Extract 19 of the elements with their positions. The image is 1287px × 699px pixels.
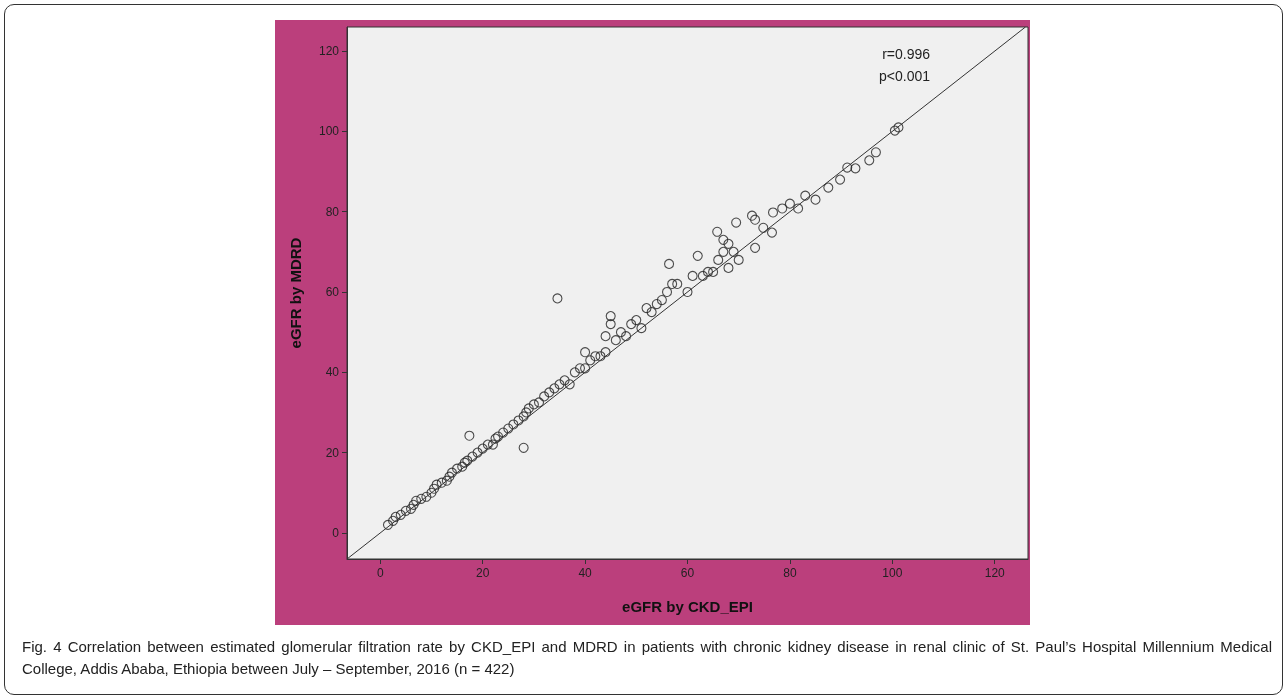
y-tick-label: 80 <box>325 204 340 219</box>
y-tick-label: 120 <box>318 44 340 59</box>
y-tick-label: 40 <box>325 365 340 380</box>
x-tick-label: 60 <box>680 566 695 580</box>
y-axis-title: eGFR by MDRD <box>287 237 304 349</box>
annotation: r=0.996 <box>882 46 931 62</box>
x-tick-label: 120 <box>984 566 1006 580</box>
x-tick-label: 100 <box>882 566 903 580</box>
x-tick-label: 80 <box>783 566 797 580</box>
y-tick-label: 20 <box>325 445 340 460</box>
x-tick-label: 0 <box>376 566 384 580</box>
y-tick-label: 100 <box>318 124 340 139</box>
x-tick-label: 40 <box>578 566 593 580</box>
caption: Fig. 4 Correlation between estimated glomerular filtration rate by CKD_EPI and MDRD in patients with chronic kidney disease in renal clinic of St. Paul’s Hospital Millennium Medical College, Addis Ababa, Ethiopia between July – September, 2016 (n = 422) <box>22 637 1272 679</box>
y-tick-label: 0 <box>332 525 340 540</box>
annotation: p<0.001 <box>879 68 931 84</box>
x-axis-title: eGFR by CKD_EPI <box>622 598 753 615</box>
y-tick-label: 60 <box>325 285 340 299</box>
x-tick-label: 20 <box>476 566 490 580</box>
